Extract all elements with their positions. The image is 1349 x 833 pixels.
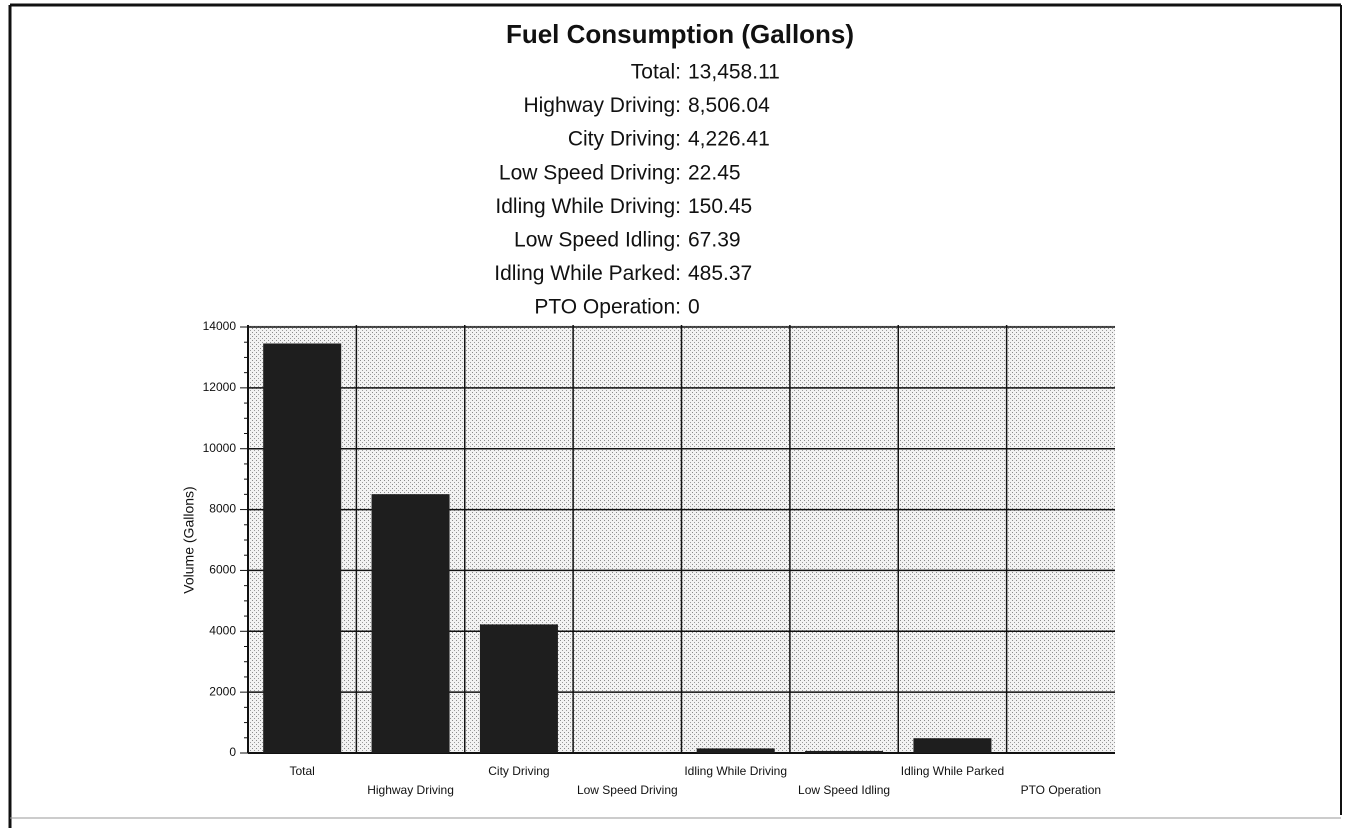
summary-value: 13,458.11: [688, 61, 780, 84]
y-tick-label: 0: [229, 745, 236, 759]
summary-value: 22.45: [688, 161, 741, 184]
summary-value: 485.37: [688, 262, 752, 285]
summary-label: Low Speed Driving:: [499, 161, 681, 184]
bar: [263, 343, 342, 753]
y-tick-label: 12000: [203, 380, 237, 394]
summary-value: 0: [688, 296, 700, 319]
frame: [8, 3, 1342, 828]
summary-label: Highway Driving:: [523, 94, 681, 117]
summary-label: Low Speed Idling:: [514, 229, 681, 252]
y-tick-label: 10000: [203, 441, 237, 455]
bar: [696, 748, 775, 753]
bar: [588, 752, 667, 753]
x-tick-label: PTO Operation: [1021, 783, 1101, 797]
summary-value: 8,506.04: [688, 94, 770, 117]
x-tick-label: City Driving: [488, 764, 549, 778]
x-tick-label: Idling While Driving: [684, 764, 787, 778]
x-tick-label: Low Speed Idling: [798, 783, 890, 797]
summary-label: Idling While Driving:: [495, 195, 681, 218]
x-tick-label: Low Speed Driving: [577, 783, 678, 797]
summary-value: 4,226.41: [688, 128, 770, 151]
summary-label: City Driving:: [568, 128, 681, 151]
summary-value: 150.45: [688, 195, 752, 218]
bar: [913, 738, 992, 753]
summary-label: PTO Operation:: [534, 296, 681, 319]
chart-title: Fuel Consumption (Gallons): [506, 19, 854, 49]
summary-label: Idling While Parked:: [494, 262, 681, 285]
summary-value: 67.39: [688, 229, 741, 252]
y-axis-label: Volume (Gallons): [181, 486, 197, 593]
y-tick-label: 2000: [209, 684, 236, 698]
x-tick-label: Total: [290, 764, 315, 778]
bar: [479, 624, 558, 753]
bar: [371, 494, 450, 753]
y-tick-label: 6000: [209, 563, 236, 577]
x-tick-label: Highway Driving: [367, 783, 454, 797]
y-tick-label: 14000: [203, 319, 237, 333]
y-tick-label: 8000: [209, 502, 236, 516]
x-tick-label: Idling While Parked: [901, 764, 1004, 778]
summary-label: Total:: [631, 61, 681, 84]
bar: [805, 750, 884, 753]
y-tick-label: 4000: [209, 623, 236, 637]
